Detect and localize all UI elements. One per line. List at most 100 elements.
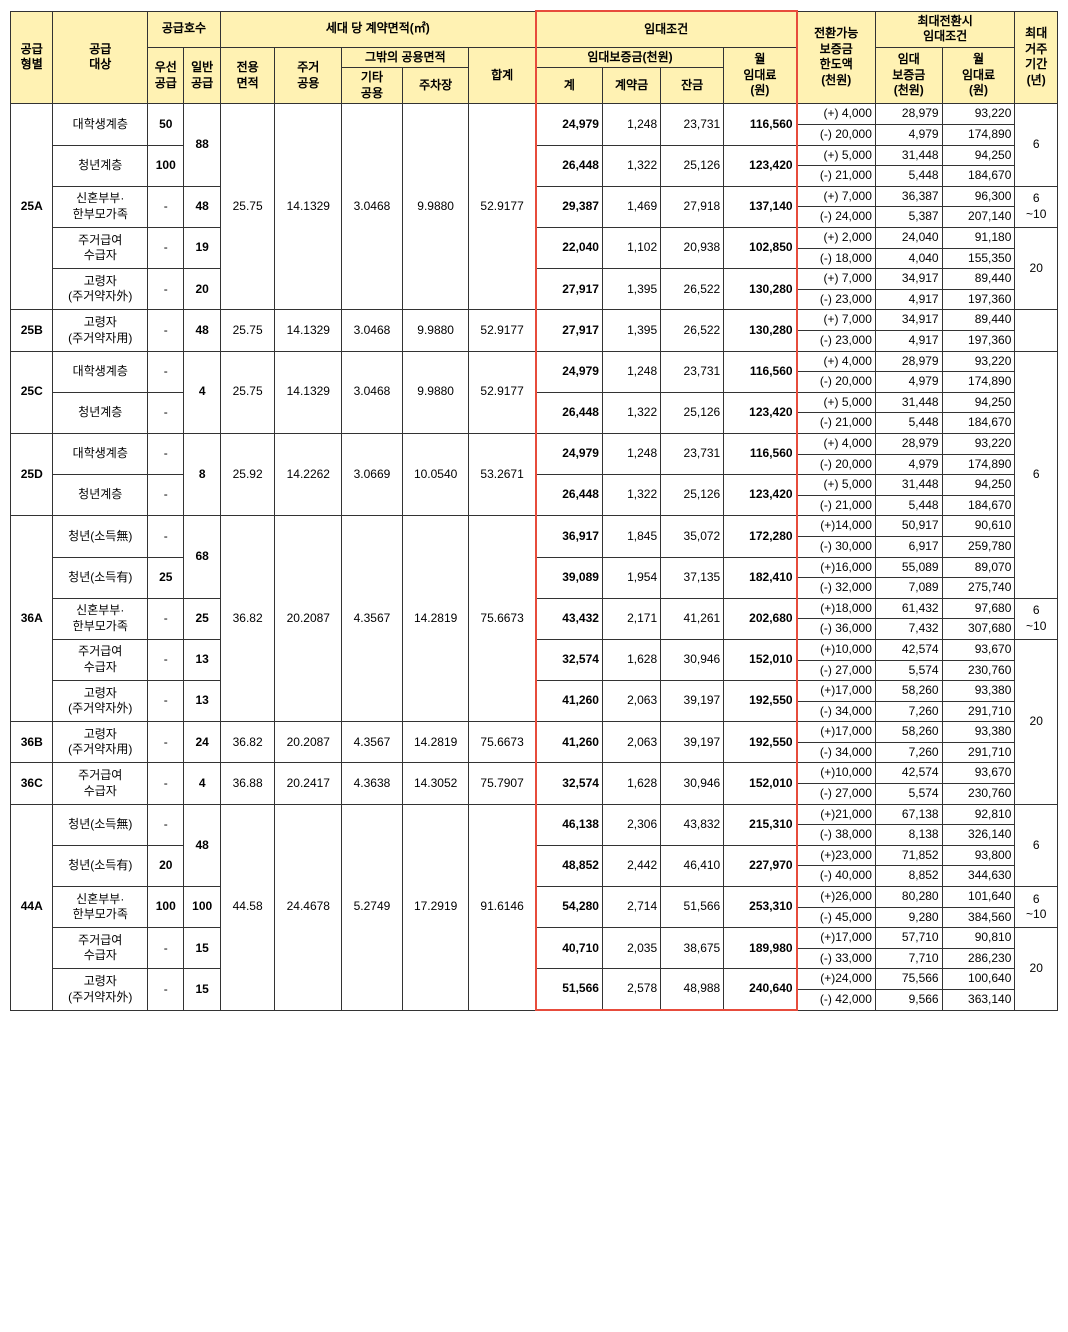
type-36C: 36C bbox=[11, 763, 53, 804]
cell: 91.6146 bbox=[469, 804, 536, 1010]
cell: 189,980 bbox=[724, 928, 797, 969]
cell: 307,680 bbox=[942, 619, 1015, 640]
cell: 25 bbox=[148, 557, 184, 598]
cell: 2,063 bbox=[602, 681, 660, 722]
cell: 75.6673 bbox=[469, 722, 536, 763]
cell: 174,890 bbox=[942, 454, 1015, 475]
cell: 40,710 bbox=[536, 928, 603, 969]
cell: - bbox=[148, 310, 184, 351]
cell: 5,448 bbox=[875, 413, 942, 434]
cell: 4,917 bbox=[875, 331, 942, 352]
cell: 25.92 bbox=[220, 433, 275, 515]
cell: 31,448 bbox=[875, 145, 942, 166]
cell: (-) 32,000 bbox=[797, 578, 876, 599]
cell: 58,260 bbox=[875, 722, 942, 743]
cell: (+) 7,000 bbox=[797, 186, 876, 207]
cell: (-) 27,000 bbox=[797, 660, 876, 681]
cell: 20,938 bbox=[661, 228, 724, 269]
h-lease-cond: 임대조건 bbox=[536, 11, 797, 47]
cell: 93,220 bbox=[942, 433, 1015, 454]
cell: 30,946 bbox=[661, 639, 724, 680]
cell: 97,680 bbox=[942, 598, 1015, 619]
h-deposit-total: 계 bbox=[536, 68, 603, 104]
target-elderly-out: 고령자(주거약자外) bbox=[53, 969, 148, 1010]
cell: 9,280 bbox=[875, 907, 942, 928]
cell: 55,089 bbox=[875, 557, 942, 578]
cell: (-) 33,000 bbox=[797, 948, 876, 969]
target-youth-ni: 청년(소득無) bbox=[53, 804, 148, 845]
cell: 6 bbox=[1015, 351, 1058, 598]
target-newlywed: 신혼부부·한부모가족 bbox=[53, 598, 148, 639]
cell: 1,628 bbox=[602, 639, 660, 680]
cell: - bbox=[148, 598, 184, 639]
cell: 5,574 bbox=[875, 784, 942, 805]
cell: 197,360 bbox=[942, 289, 1015, 310]
cell: - bbox=[148, 928, 184, 969]
cell: 13 bbox=[184, 681, 220, 722]
target-univ: 대학생계층 bbox=[53, 104, 148, 145]
cell: 275,740 bbox=[942, 578, 1015, 599]
cell: 7,260 bbox=[875, 701, 942, 722]
h-convertible: 전환가능보증금한도액(천원) bbox=[797, 11, 876, 104]
cell: 75,566 bbox=[875, 969, 942, 990]
cell: 230,760 bbox=[942, 660, 1015, 681]
cell: 15 bbox=[184, 928, 220, 969]
cell: 253,310 bbox=[724, 887, 797, 928]
cell: (+)10,000 bbox=[797, 639, 876, 660]
cell: 230,760 bbox=[942, 784, 1015, 805]
cell: 14.2819 bbox=[402, 722, 469, 763]
cell: 14.1329 bbox=[275, 104, 342, 310]
cell: 291,710 bbox=[942, 742, 1015, 763]
cell: 88 bbox=[184, 104, 220, 186]
h-contract-fee: 계약금 bbox=[602, 68, 660, 104]
cell: 90,810 bbox=[942, 928, 1015, 949]
cell: 344,630 bbox=[942, 866, 1015, 887]
cell: (+)21,000 bbox=[797, 804, 876, 825]
cell: 2,306 bbox=[602, 804, 660, 845]
cell: 27,917 bbox=[536, 310, 603, 351]
cell: 25,126 bbox=[661, 475, 724, 516]
cell: 28,979 bbox=[875, 351, 942, 372]
cell: (-) 34,000 bbox=[797, 701, 876, 722]
cell: 363,140 bbox=[942, 990, 1015, 1011]
cell: 24.4678 bbox=[275, 804, 342, 1010]
cell: 52.9177 bbox=[469, 310, 536, 351]
cell: 94,250 bbox=[942, 145, 1015, 166]
cell: 20 bbox=[1015, 228, 1058, 310]
cell: - bbox=[148, 639, 184, 680]
cell: 20.2087 bbox=[275, 516, 342, 722]
cell: 26,522 bbox=[661, 269, 724, 310]
cell: 52.9177 bbox=[469, 104, 536, 310]
cell: 184,670 bbox=[942, 166, 1015, 187]
cell: (-) 42,000 bbox=[797, 990, 876, 1011]
cell: 31,448 bbox=[875, 475, 942, 496]
cell: 34,917 bbox=[875, 310, 942, 331]
cell: 5,448 bbox=[875, 495, 942, 516]
cell: 13 bbox=[184, 639, 220, 680]
cell: 39,089 bbox=[536, 557, 603, 598]
cell: 36.82 bbox=[220, 722, 275, 763]
cell: (-) 20,000 bbox=[797, 454, 876, 475]
cell: 2,035 bbox=[602, 928, 660, 969]
cell: 25.75 bbox=[220, 310, 275, 351]
cell: 48,988 bbox=[661, 969, 724, 1010]
target-housing: 주거급여수급자 bbox=[53, 763, 148, 804]
cell: 17.2919 bbox=[402, 804, 469, 1010]
cell: 46,410 bbox=[661, 845, 724, 886]
cell: 4,979 bbox=[875, 454, 942, 475]
cell: 35,072 bbox=[661, 516, 724, 557]
cell: 1,248 bbox=[602, 433, 660, 474]
h-deposit: 임대보증금(천원) bbox=[536, 47, 724, 68]
cell: 28,979 bbox=[875, 104, 942, 125]
cell: 14.1329 bbox=[275, 351, 342, 433]
cell: 89,440 bbox=[942, 269, 1015, 290]
cell: 96,300 bbox=[942, 186, 1015, 207]
target-youth-ni: 청년(소득無) bbox=[53, 516, 148, 557]
cell: 2,442 bbox=[602, 845, 660, 886]
target-housing: 주거급여수급자 bbox=[53, 928, 148, 969]
cell: 116,560 bbox=[724, 351, 797, 392]
cell: 9.9880 bbox=[402, 310, 469, 351]
cell: 9.9880 bbox=[402, 351, 469, 433]
target-newlywed: 신혼부부·한부모가족 bbox=[53, 186, 148, 227]
cell: 184,670 bbox=[942, 495, 1015, 516]
